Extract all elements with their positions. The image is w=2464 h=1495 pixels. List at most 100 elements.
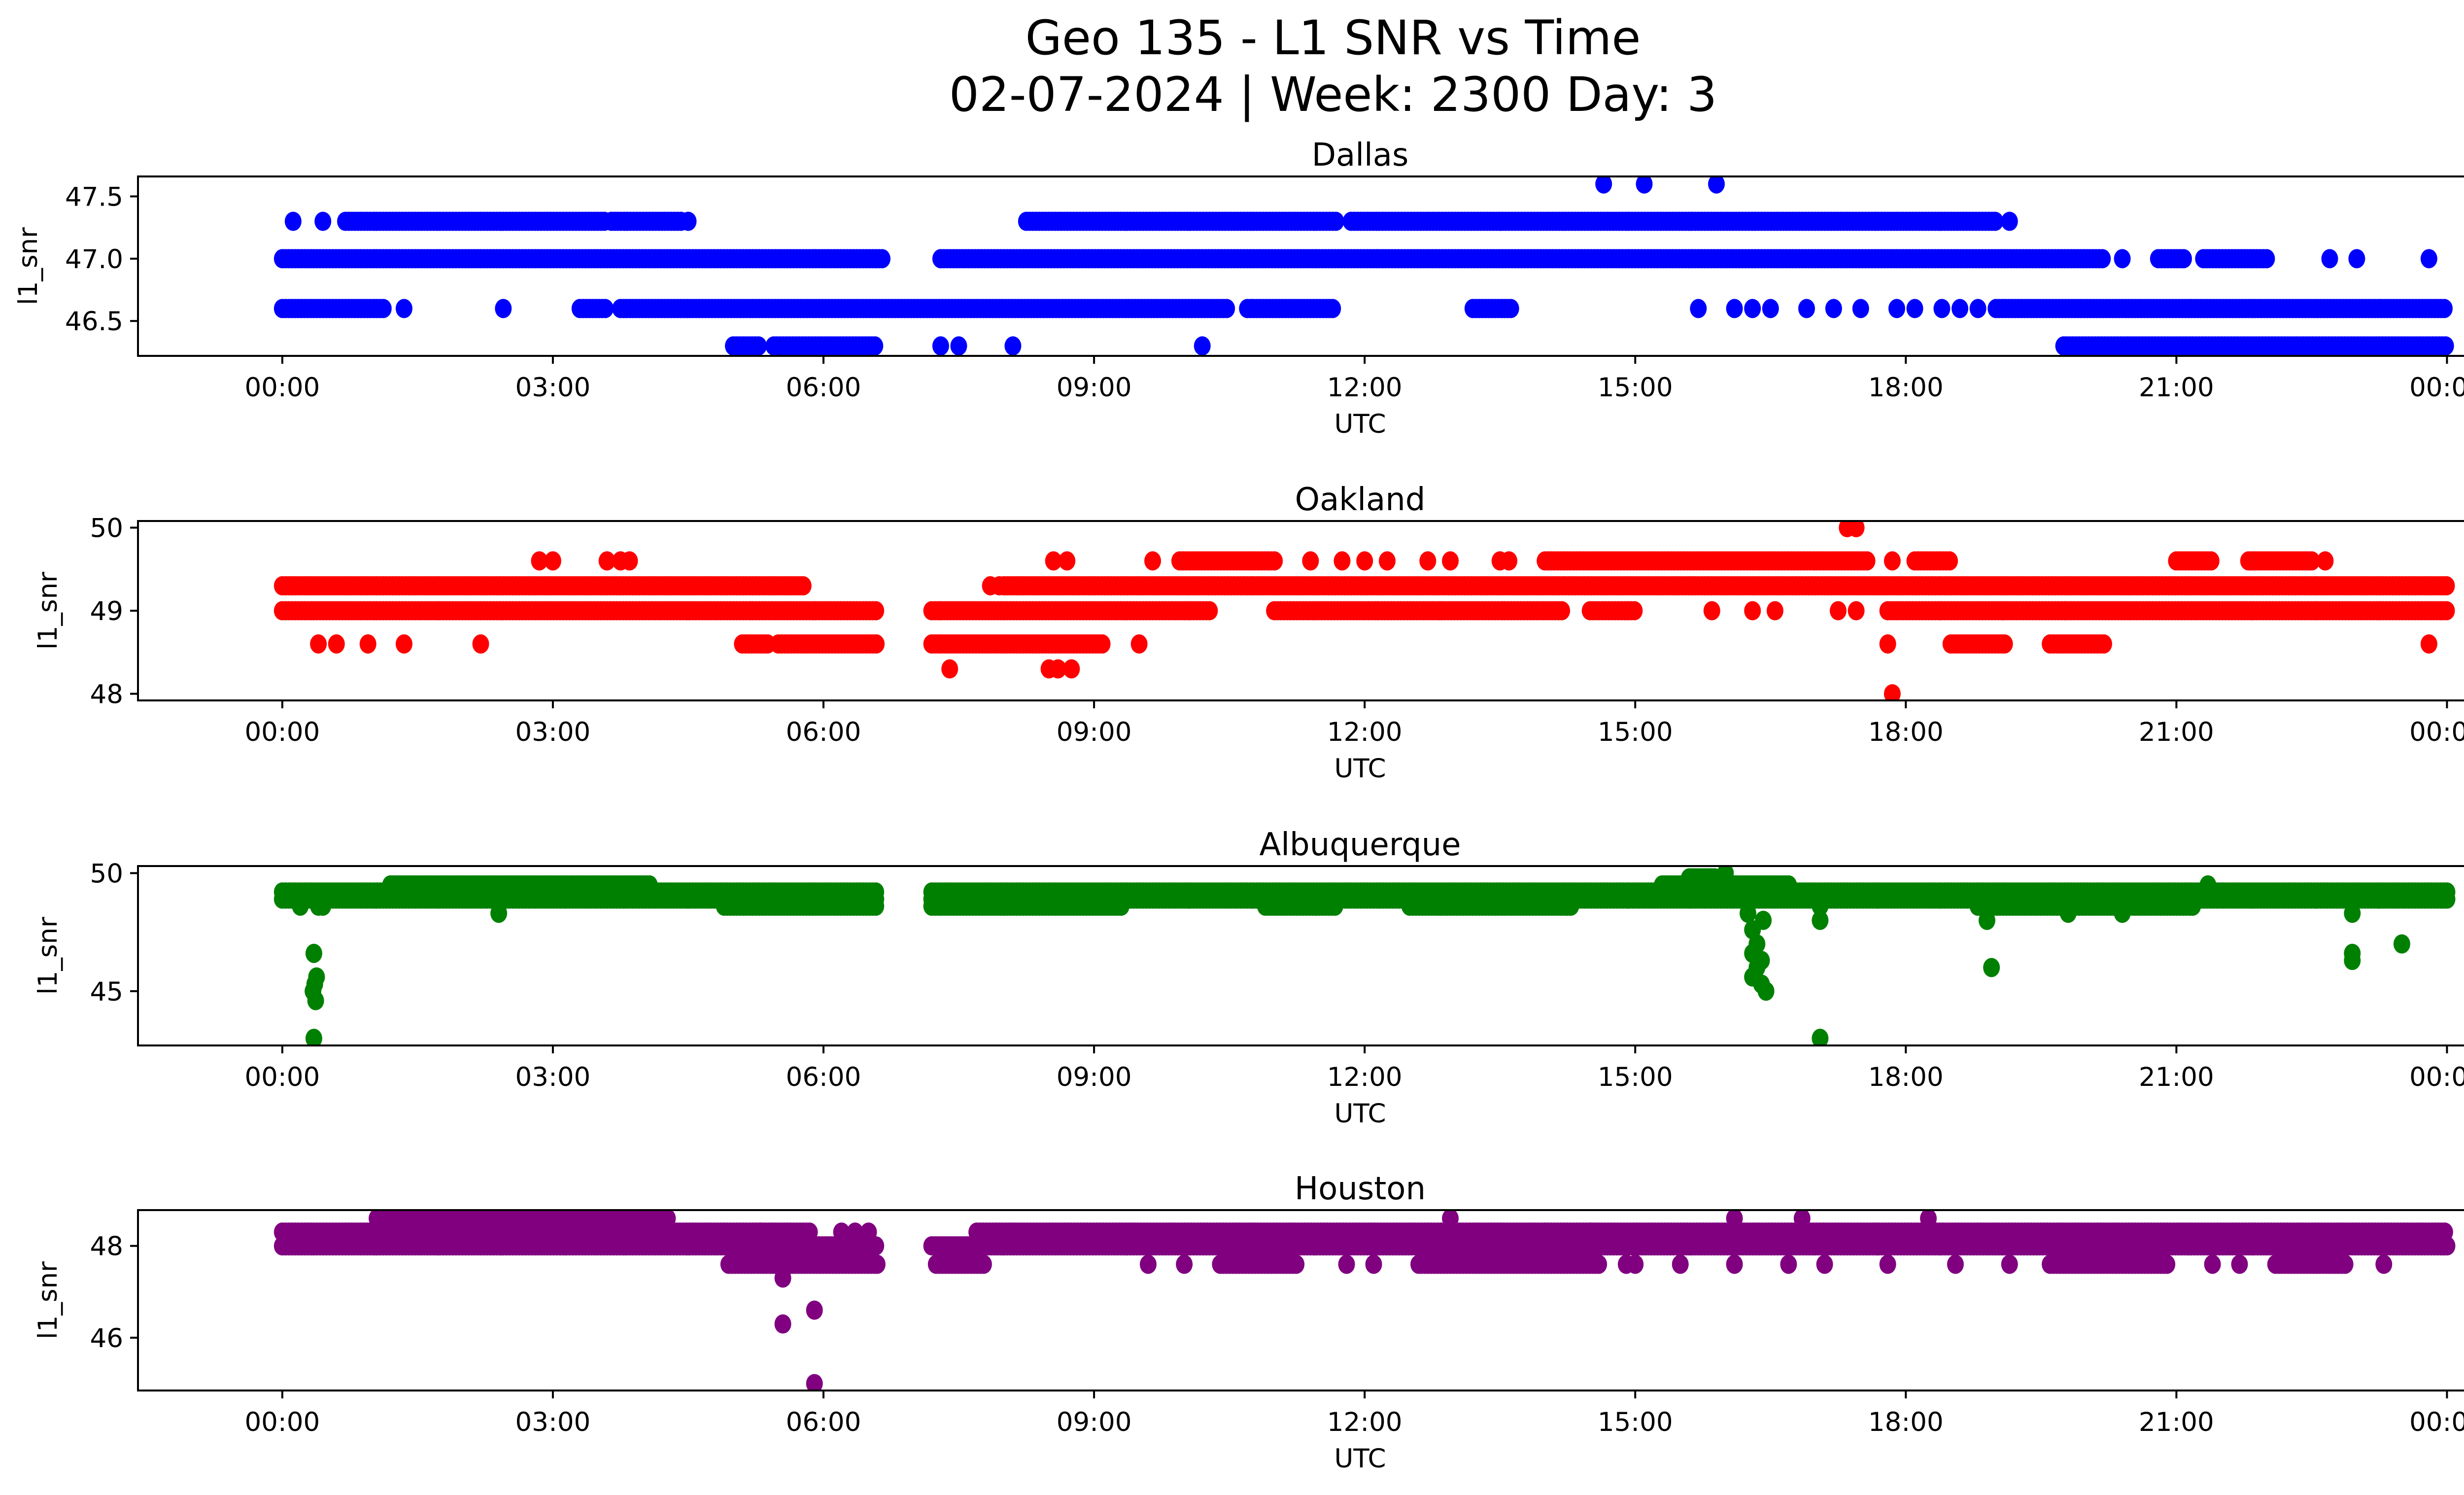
- data-point: [1879, 634, 1896, 654]
- data-point: [1906, 299, 1923, 318]
- point-run: [603, 211, 689, 231]
- point-run: [1342, 211, 2004, 231]
- data-point: [1194, 336, 1211, 356]
- data-point: [1562, 896, 1579, 916]
- data-point: [2437, 336, 2454, 356]
- data-point: [1848, 601, 1865, 621]
- x-tick-label: 21:00: [2139, 373, 2214, 403]
- point-run: [337, 211, 613, 231]
- data-point: [1690, 299, 1707, 318]
- point-run: [1266, 601, 1571, 621]
- data-point: [597, 299, 614, 318]
- data-point: [941, 659, 958, 679]
- data-point: [328, 634, 345, 654]
- point-run: [1537, 551, 1876, 571]
- point-run: [1464, 299, 1519, 318]
- data-point: [950, 336, 967, 356]
- point-run: [2240, 551, 2320, 571]
- data-point: [2317, 551, 2334, 571]
- x-tick-label: 00:00: [2409, 373, 2464, 403]
- x-tick-label: 12:00: [1327, 373, 1403, 403]
- data-point: [375, 299, 392, 318]
- data-point: [1825, 299, 1842, 318]
- data-point: [1703, 601, 1720, 621]
- data-point: [1201, 601, 1218, 621]
- data-point: [395, 634, 412, 654]
- data-point: [2303, 551, 2320, 571]
- data-point: [1888, 299, 1905, 318]
- data-point: [472, 634, 489, 654]
- data-point: [867, 896, 885, 916]
- data-point: [1326, 896, 1343, 916]
- suptitle-line-1: Geo 135 - L1 SNR vs Time: [1026, 10, 1641, 66]
- point-run: [2042, 634, 2112, 654]
- data-point: [1744, 601, 1761, 621]
- scatter-points: [274, 176, 2454, 356]
- data-point: [1858, 551, 1876, 571]
- scatter-points: [274, 866, 2456, 1045]
- data-point: [1113, 896, 1129, 916]
- data-point: [531, 551, 548, 571]
- data-point: [2175, 249, 2192, 269]
- x-tick-label: 03:00: [515, 717, 591, 747]
- data-point: [1302, 551, 1319, 571]
- data-point: [2202, 551, 2220, 571]
- data-point: [868, 634, 885, 654]
- point-run: [765, 336, 884, 356]
- data-point: [621, 551, 638, 571]
- x-tick-label: 03:00: [515, 373, 591, 403]
- x-tick-label: 18:00: [1868, 717, 1944, 747]
- data-point: [598, 551, 616, 571]
- data-point: [2438, 889, 2456, 909]
- x-tick-label: 18:00: [1868, 373, 1944, 403]
- data-point: [1951, 299, 1969, 318]
- data-point: [2420, 634, 2437, 654]
- x-tick-label: 15:00: [1598, 717, 1673, 747]
- data-point: [1218, 299, 1235, 318]
- data-point: [1045, 551, 1062, 571]
- data-point: [2438, 576, 2455, 595]
- data-point: [1094, 634, 1111, 654]
- point-run: [274, 601, 885, 621]
- data-point: [2184, 896, 2201, 916]
- point-run: [923, 601, 1218, 621]
- point-run: [932, 249, 2111, 269]
- y-tick-label: 49: [90, 596, 123, 626]
- x-axis-label: UTC: [1334, 409, 1386, 439]
- data-point: [544, 551, 561, 571]
- data-point: [395, 299, 412, 318]
- data-point: [1334, 551, 1351, 571]
- data-point: [1266, 551, 1283, 571]
- data-point: [794, 576, 812, 595]
- data-point: [490, 904, 508, 923]
- point-run: [716, 896, 885, 916]
- data-point: [1798, 299, 1815, 318]
- data-point: [1419, 551, 1437, 571]
- data-point: [359, 634, 376, 654]
- x-tick-label: 09:00: [1057, 717, 1132, 747]
- data-point: [1059, 551, 1076, 571]
- data-point: [2114, 249, 2131, 269]
- data-point: [867, 601, 885, 621]
- y-tick-label: 48: [90, 680, 123, 710]
- data-point: [1941, 551, 1958, 571]
- data-point: [1996, 634, 2013, 654]
- data-point: [1502, 299, 1519, 318]
- subplot-title: Albuquerque: [1259, 827, 1461, 863]
- subplot-title: Dallas: [1312, 137, 1409, 174]
- data-point: [1442, 551, 1459, 571]
- data-point: [1986, 211, 2004, 231]
- x-tick-label: 00:00: [244, 717, 320, 747]
- point-run: [1171, 551, 1283, 571]
- data-point: [1717, 866, 1734, 883]
- point-run: [1257, 896, 1343, 916]
- x-tick-label: 06:00: [786, 717, 861, 747]
- x-tick-label: 12:00: [1327, 717, 1403, 747]
- point-run: [1401, 896, 1579, 916]
- point-run: [274, 249, 890, 269]
- point-run: [612, 299, 1235, 318]
- data-point: [991, 576, 1008, 595]
- point-run: [1581, 601, 1643, 621]
- subplot-title: Oakland: [1295, 482, 1426, 518]
